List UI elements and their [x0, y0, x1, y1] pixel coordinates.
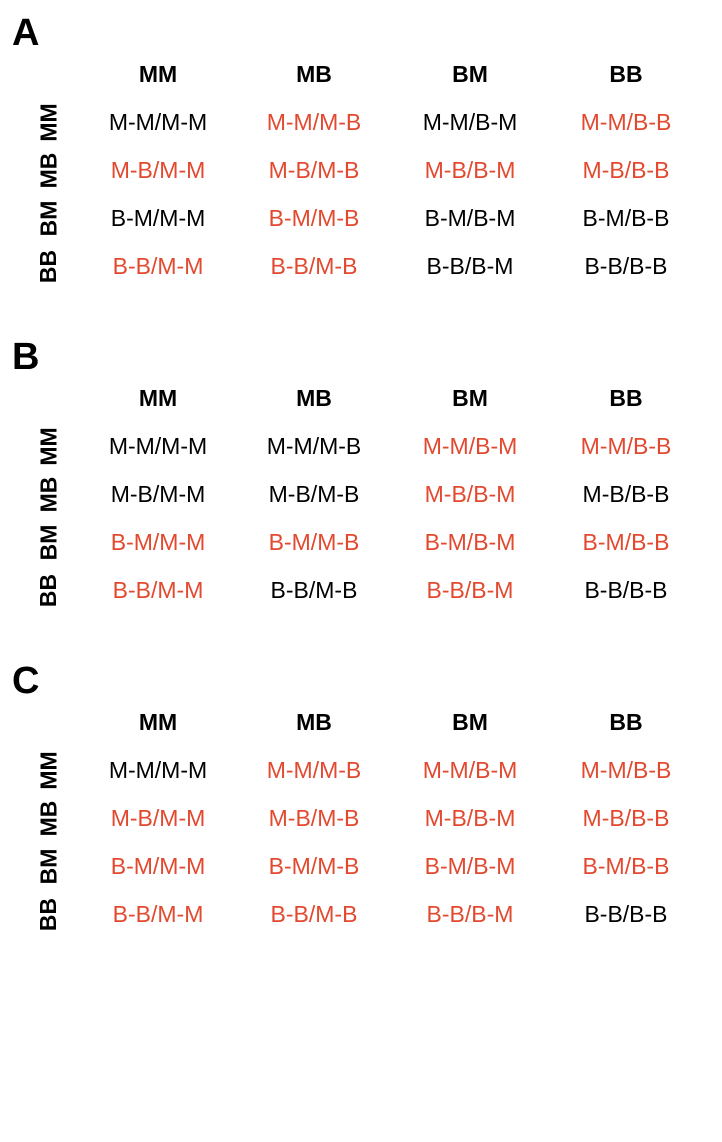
cell: M-B/B-B — [548, 146, 704, 194]
table-row: MB M-B/M-M M-B/M-B M-B/B-M M-B/B-B — [18, 794, 704, 842]
cell: B-B/M-M — [80, 242, 236, 290]
row-header: MM — [18, 422, 80, 470]
cell: M-M/M-B — [236, 746, 392, 794]
row-header: BM — [18, 518, 80, 566]
row-header: MB — [18, 794, 80, 842]
cell: B-M/B-B — [548, 842, 704, 890]
row-header: MM — [18, 746, 80, 794]
cell: B-M/M-M — [80, 194, 236, 242]
cell: M-B/B-B — [548, 470, 704, 518]
grid-C: MM MB BM BB MM M-M/M-M M-M/M-B M-M/B-M M… — [18, 698, 704, 938]
cell: B-B/B-M — [392, 566, 548, 614]
cell: B-B/M-M — [80, 566, 236, 614]
col-header: MB — [236, 50, 392, 98]
table-row: BB B-B/M-M B-B/M-B B-B/B-M B-B/B-B — [18, 566, 704, 614]
cell: B-M/B-M — [392, 842, 548, 890]
col-header: MM — [80, 698, 236, 746]
col-header: BM — [392, 698, 548, 746]
col-header: BM — [392, 374, 548, 422]
cell: B-B/M-B — [236, 566, 392, 614]
cell: M-M/B-M — [392, 98, 548, 146]
cell: M-B/M-B — [236, 146, 392, 194]
grid-A: MM MB BM BB MM M-M/M-M M-M/M-B M-M/B-M M… — [18, 50, 704, 290]
cell: M-M/B-M — [392, 746, 548, 794]
panel-letter-C: C — [12, 660, 39, 703]
col-header: BB — [548, 698, 704, 746]
row-header: BM — [18, 842, 80, 890]
cell: B-M/M-B — [236, 842, 392, 890]
cell: B-M/M-M — [80, 842, 236, 890]
cell: M-M/M-M — [80, 422, 236, 470]
panel-B: B MM MB BM BB MM M-M/M-M M-M/M-B M-M/B-M… — [18, 336, 704, 614]
col-header-row: MM MB BM BB — [18, 374, 704, 422]
table-row: MM M-M/M-M M-M/M-B M-M/B-M M-M/B-B — [18, 422, 704, 470]
cell: M-M/B-M — [392, 422, 548, 470]
panel-C: C MM MB BM BB MM M-M/M-M M-M/M-B M-M/B-M… — [18, 660, 704, 938]
table-row: BM B-M/M-M B-M/M-B B-M/B-M B-M/B-B — [18, 518, 704, 566]
cell: M-B/B-M — [392, 470, 548, 518]
row-header: BB — [18, 242, 80, 290]
cell: B-M/B-B — [548, 194, 704, 242]
cell: B-B/B-B — [548, 890, 704, 938]
cell: B-M/B-B — [548, 518, 704, 566]
cell: M-M/B-B — [548, 98, 704, 146]
cell: M-B/M-B — [236, 470, 392, 518]
col-header: MM — [80, 374, 236, 422]
cell: B-M/M-B — [236, 518, 392, 566]
row-header: MB — [18, 470, 80, 518]
cell: M-M/M-M — [80, 746, 236, 794]
row-header: MB — [18, 146, 80, 194]
cell: B-M/M-M — [80, 518, 236, 566]
table-row: MM M-M/M-M M-M/M-B M-M/B-M M-M/B-B — [18, 98, 704, 146]
panel-A: A MM MB BM BB MM M-M/M-M M-M/M-B M-M/B-M… — [18, 12, 704, 290]
col-header-row: MM MB BM BB — [18, 50, 704, 98]
cell: M-M/B-B — [548, 746, 704, 794]
cell: M-B/B-B — [548, 794, 704, 842]
cell: M-B/M-M — [80, 146, 236, 194]
col-header: MB — [236, 374, 392, 422]
panel-letter-B: B — [12, 336, 39, 379]
cell: B-B/M-B — [236, 242, 392, 290]
table-row: BB B-B/M-M B-B/M-B B-B/B-M B-B/B-B — [18, 242, 704, 290]
table-row: MM M-M/M-M M-M/M-B M-M/B-M M-M/B-B — [18, 746, 704, 794]
row-header: BB — [18, 890, 80, 938]
col-header: BM — [392, 50, 548, 98]
row-header: BM — [18, 194, 80, 242]
cell: M-B/B-M — [392, 146, 548, 194]
row-header: BB — [18, 566, 80, 614]
cell: B-B/B-B — [548, 566, 704, 614]
cell: B-M/M-B — [236, 194, 392, 242]
cell: B-M/B-M — [392, 518, 548, 566]
col-header: BB — [548, 374, 704, 422]
cell: M-M/B-B — [548, 422, 704, 470]
cell: B-B/B-B — [548, 242, 704, 290]
cell: M-B/M-B — [236, 794, 392, 842]
figure-root: A MM MB BM BB MM M-M/M-M M-M/M-B M-M/B-M… — [0, 0, 722, 970]
cell: M-B/M-M — [80, 794, 236, 842]
cell: M-M/M-M — [80, 98, 236, 146]
table-row: MB M-B/M-M M-B/M-B M-B/B-M M-B/B-B — [18, 470, 704, 518]
cell: M-M/M-B — [236, 98, 392, 146]
table-row: BB B-B/M-M B-B/M-B B-B/B-M B-B/B-B — [18, 890, 704, 938]
col-header: BB — [548, 50, 704, 98]
col-header: MM — [80, 50, 236, 98]
cell: B-B/B-M — [392, 890, 548, 938]
cell: B-B/M-M — [80, 890, 236, 938]
cell: M-M/M-B — [236, 422, 392, 470]
cell: M-B/M-M — [80, 470, 236, 518]
col-header-row: MM MB BM BB — [18, 698, 704, 746]
cell: B-M/B-M — [392, 194, 548, 242]
cell: B-B/B-M — [392, 242, 548, 290]
cell: M-B/B-M — [392, 794, 548, 842]
table-row: BM B-M/M-M B-M/M-B B-M/B-M B-M/B-B — [18, 194, 704, 242]
table-row: MB M-B/M-M M-B/M-B M-B/B-M M-B/B-B — [18, 146, 704, 194]
cell: B-B/M-B — [236, 890, 392, 938]
table-row: BM B-M/M-M B-M/M-B B-M/B-M B-M/B-B — [18, 842, 704, 890]
panel-letter-A: A — [12, 12, 39, 55]
grid-B: MM MB BM BB MM M-M/M-M M-M/M-B M-M/B-M M… — [18, 374, 704, 614]
row-header: MM — [18, 98, 80, 146]
col-header: MB — [236, 698, 392, 746]
